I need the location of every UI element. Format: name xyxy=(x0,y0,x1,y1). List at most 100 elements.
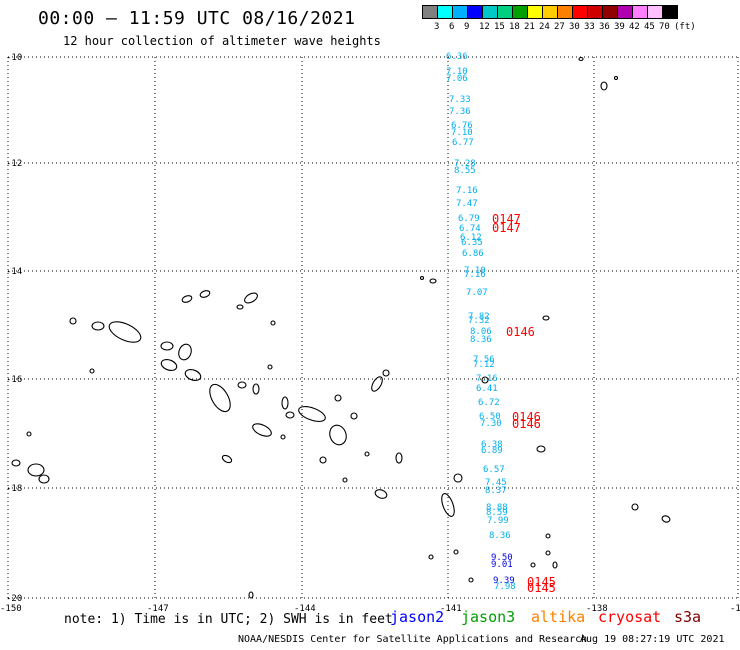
wave-height-label: 7.10 xyxy=(451,128,473,138)
island-outline xyxy=(252,423,272,437)
island-outline xyxy=(329,424,347,446)
legend-tick-label: 45 xyxy=(644,22,655,32)
wave-height-label: 7.82 xyxy=(468,312,490,322)
island-outline xyxy=(26,431,32,437)
footer-timestamp: Aug 19 08:27:19 UTC 2021 xyxy=(580,634,725,645)
island-outline xyxy=(248,591,254,599)
legend-tick-label: 6 xyxy=(449,22,455,32)
pass-time-label: 0147 xyxy=(492,221,521,235)
legend-swatch xyxy=(662,5,678,19)
wave-height-label: 8.06 xyxy=(470,327,492,337)
legend-tick-label: 27 xyxy=(554,22,565,32)
wave-height-label: 7.07 xyxy=(466,288,488,298)
pass-time-label: 0146 xyxy=(512,417,541,431)
pass-time-label: 0145 xyxy=(527,575,556,589)
longitude-label: -13 xyxy=(730,604,740,614)
wave-height-label: 8.88 xyxy=(486,503,508,513)
latitude-label: -18 xyxy=(6,484,22,494)
color-scale-legend xyxy=(422,5,678,19)
island-outline xyxy=(237,381,247,389)
latitude-label: -16 xyxy=(6,375,22,385)
island-outline xyxy=(631,503,639,511)
legend-tick-label: 39 xyxy=(614,22,625,32)
island-outline xyxy=(552,561,558,569)
island-outline xyxy=(69,317,77,325)
legend-tick-label: 42 xyxy=(629,22,640,32)
island-outline xyxy=(27,463,45,477)
island-outline xyxy=(395,452,403,464)
legend-tick-label: 12 xyxy=(479,22,490,32)
wave-height-label: 6.35 xyxy=(461,238,483,248)
island-outline xyxy=(178,343,192,361)
island-outline xyxy=(244,292,258,304)
island-outline xyxy=(184,369,202,381)
island-outline xyxy=(160,341,174,351)
wave-height-label: 8.36 xyxy=(489,531,511,541)
island-outline xyxy=(252,383,260,395)
wave-height-label: 7.12 xyxy=(473,360,495,370)
island-outline xyxy=(545,550,551,556)
wave-height-label: 6.72 xyxy=(478,398,500,408)
legend-tick-label: 9 xyxy=(464,22,470,32)
wave-height-label: 6.12 xyxy=(460,233,482,243)
wave-height-label: 6.86 xyxy=(462,249,484,259)
wave-height-label: 9.50 xyxy=(491,553,513,563)
wave-height-label: 7.47 xyxy=(456,199,478,209)
island-outline xyxy=(270,320,276,326)
axis-labels: -10 -12 -14 -16 -18 -20-150 -147 -144 -141 -138 -1… xyxy=(0,53,740,614)
longitude-label: -141 xyxy=(440,604,462,614)
legend-tick-label: 33 xyxy=(584,22,595,32)
island-outline xyxy=(267,364,273,370)
latitude-label: -10 xyxy=(6,53,22,63)
island-outline xyxy=(453,473,463,483)
island-outline xyxy=(382,369,390,377)
island-outline xyxy=(334,394,342,402)
island-outline xyxy=(613,75,619,81)
wave-height-label: 6.57 xyxy=(483,465,505,475)
note-text: note: 1) Time is in UTC; 2) SWH is in fe… xyxy=(64,612,393,627)
island-outline xyxy=(350,412,358,420)
island-outline xyxy=(89,368,95,374)
island-outline xyxy=(199,290,211,298)
island-outline xyxy=(280,434,286,440)
wave-height-label: 7.16 xyxy=(464,270,486,280)
map-subtitle: 12 hour collection of altimeter wave hei… xyxy=(63,34,381,48)
wave-height-label: 7.16 xyxy=(476,374,498,384)
latitude-label: -20 xyxy=(6,594,22,604)
legend-tick-label: 30 xyxy=(569,22,580,32)
island-outline xyxy=(374,489,388,499)
wave-height-label: 7.16 xyxy=(456,186,478,196)
legend-tick-label: 21 xyxy=(524,22,535,32)
pass-time-label: 0146 xyxy=(512,410,541,424)
island-outlines xyxy=(11,56,671,599)
pass-time-label: 0147 xyxy=(492,212,521,226)
wave-height-label: 6.76 xyxy=(451,121,473,131)
island-outline xyxy=(108,321,142,343)
island-outline xyxy=(285,411,295,419)
footer-credit: NOAA/NESDIS Center for Satellite Applica… xyxy=(238,634,588,645)
island-outline xyxy=(428,554,434,560)
island-outline xyxy=(281,396,289,410)
island-outline xyxy=(91,321,105,331)
wave-height-label: 7.10 xyxy=(446,67,468,77)
satellite-jason3-label: jason3 xyxy=(461,608,516,626)
wave-height-label: 7.30 xyxy=(480,419,502,429)
island-outline xyxy=(181,295,193,303)
island-outline xyxy=(371,376,383,392)
wave-height-label: 6.36 xyxy=(446,52,468,62)
wave-height-label: 9.39 xyxy=(493,576,515,586)
pass-time-label: 0145 xyxy=(527,581,556,595)
island-outline xyxy=(236,304,244,310)
longitude-label: -144 xyxy=(294,604,316,614)
wave-height-label: 6.74 xyxy=(459,224,481,234)
island-outline xyxy=(209,383,231,413)
island-outline xyxy=(364,451,370,457)
wave-height-label: 6.41 xyxy=(476,384,498,394)
legend-unit: (ft) xyxy=(674,22,696,32)
wave-height-label: 7.98 xyxy=(494,582,516,592)
island-outline xyxy=(441,493,455,517)
island-outline xyxy=(160,359,178,371)
island-outline xyxy=(38,474,50,484)
island-outline xyxy=(221,454,233,464)
longitude-label: -147 xyxy=(147,604,169,614)
